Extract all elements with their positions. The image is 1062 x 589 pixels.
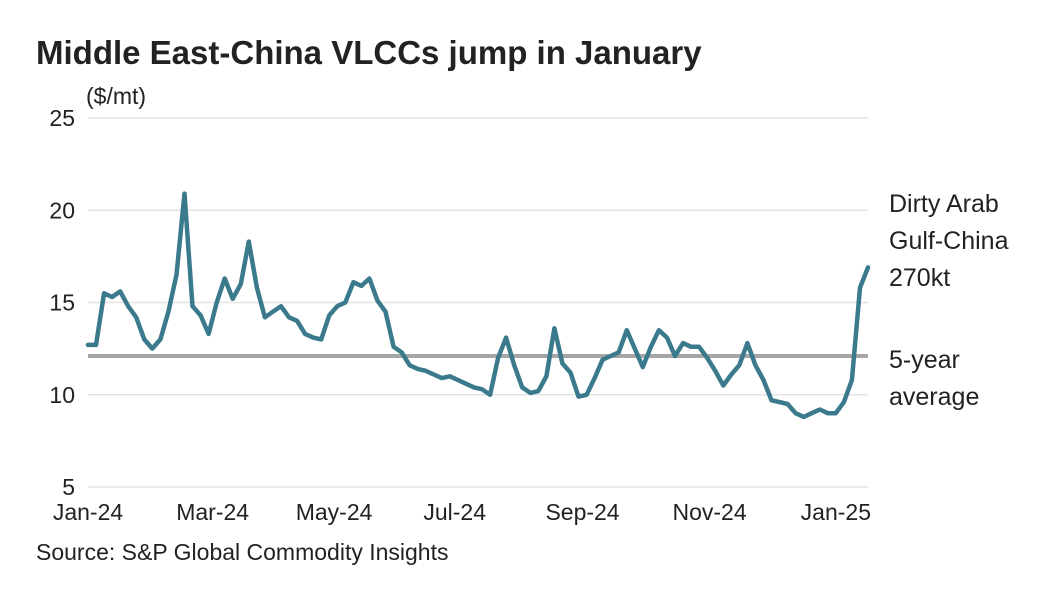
y-tick-label: 15 — [49, 290, 75, 316]
x-tick-label: May-24 — [296, 499, 373, 525]
x-tick-label: Sep-24 — [545, 499, 619, 525]
reference-label: 5-year — [889, 346, 960, 374]
x-tick-label: Nov-24 — [673, 499, 747, 525]
reference-label: average — [889, 383, 979, 411]
series-label: Dirty Arab — [889, 190, 999, 218]
y-tick-label: 20 — [49, 197, 75, 223]
y-tick-label: 25 — [49, 105, 75, 131]
x-tick-label: Jan-24 — [53, 499, 124, 525]
x-tick-label: Jan-25 — [801, 499, 871, 525]
y-tick-label: 10 — [49, 382, 75, 408]
chart-title: Middle East-China VLCCs jump in January — [36, 34, 702, 71]
x-tick-label: Mar-24 — [176, 499, 249, 525]
series-label: 270kt — [889, 264, 950, 292]
source: Source: S&P Global Commodity Insights — [36, 539, 448, 565]
series-label: Gulf-China — [889, 227, 1009, 255]
y-tick-label: 5 — [62, 474, 75, 500]
line-series — [85, 191, 871, 420]
y-axis-label: ($/mt) — [86, 83, 146, 109]
x-tick-label: Jul-24 — [423, 499, 486, 525]
